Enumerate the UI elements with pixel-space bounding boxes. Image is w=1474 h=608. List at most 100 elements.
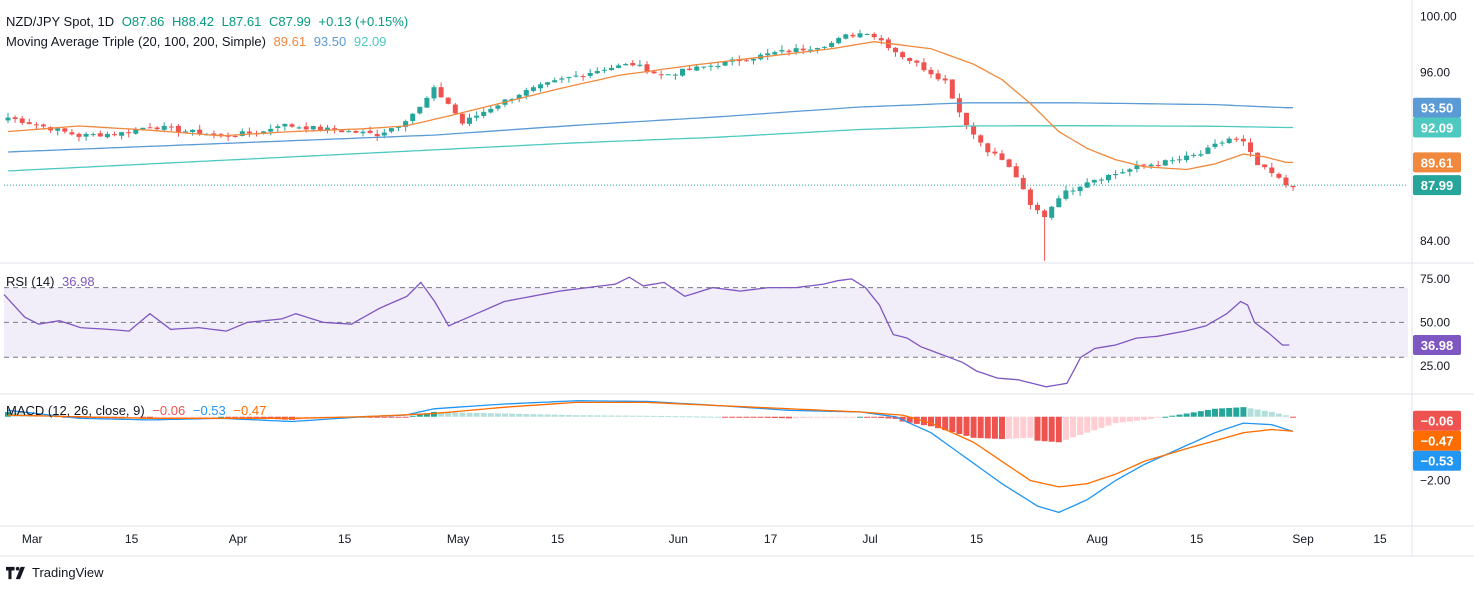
macd-histogram-bar: [793, 416, 800, 419]
candle-body: [573, 75, 579, 77]
macd-badge: −0.06: [1421, 414, 1454, 429]
macd-histogram-bar: [771, 416, 778, 419]
candle-body: [76, 133, 82, 137]
macd-histogram-bar: [729, 416, 736, 418]
candle-body: [1205, 147, 1211, 154]
macd-histogram-bar: [715, 416, 721, 418]
candle-body: [1098, 179, 1104, 181]
candle-body: [1141, 164, 1147, 166]
macd-histogram-bar: [445, 412, 452, 417]
price-axis-tick: 100.00: [1420, 9, 1457, 23]
macd-badge: −0.53: [1421, 454, 1454, 469]
macd-histogram-bar: [672, 416, 679, 418]
time-axis-tick: May: [447, 532, 470, 546]
macd-histogram-bar: [1048, 416, 1055, 442]
macd-histogram-bar: [523, 414, 530, 417]
macd-histogram-bar: [1290, 416, 1297, 418]
candle-body: [396, 126, 401, 128]
candle-body: [154, 127, 160, 130]
price-badge: 93.50: [1421, 101, 1454, 116]
candle-body: [1248, 142, 1253, 153]
candle-body: [1077, 186, 1083, 192]
macd-histogram-bar: [1020, 416, 1027, 439]
macd-histogram-bar: [594, 415, 601, 417]
candle-body: [1240, 138, 1246, 142]
candle-body: [1063, 190, 1069, 199]
candle-body: [1042, 210, 1048, 218]
time-axis-tick: Sep: [1292, 532, 1314, 546]
candle-body: [587, 73, 593, 76]
candle-body: [239, 131, 245, 136]
macd-histogram-group: [5, 407, 1297, 443]
macd-histogram-bar: [1183, 413, 1190, 417]
macd-histogram-bar: [196, 416, 203, 418]
macd-line-value: −0.53: [192, 403, 226, 418]
candle-body: [1070, 190, 1076, 192]
candle-body: [651, 71, 657, 74]
macd-histogram-bar: [800, 416, 807, 419]
candle-body: [69, 132, 75, 135]
macd-histogram-bar: [246, 416, 253, 419]
candle-body: [161, 125, 167, 130]
candle-body: [1091, 179, 1097, 183]
macd-histogram-bar: [530, 414, 537, 417]
ma200-value: 92.09: [353, 34, 387, 49]
candle-body: [218, 134, 224, 136]
macd-histogram-bar: [693, 416, 700, 418]
candle-body: [381, 132, 387, 136]
candle-body: [1269, 167, 1275, 174]
macd-histogram-bar: [857, 416, 863, 418]
candle-body: [1056, 198, 1062, 208]
macd-histogram-bar: [253, 416, 260, 419]
candle-body: [133, 129, 139, 134]
macd-histogram-bar: [218, 416, 224, 418]
macd-histogram-bar: [615, 415, 622, 417]
macd-histogram-bar: [1275, 413, 1282, 417]
macd-histogram-bar: [5, 411, 11, 417]
candle-body: [431, 87, 437, 99]
ma20-value: 89.61: [273, 34, 307, 49]
macd-histogram-bar: [1013, 416, 1020, 439]
macd-histogram-bar: [147, 416, 153, 419]
ma100-line: [7, 102, 1294, 153]
macd-histogram-bar: [182, 416, 189, 418]
time-axis-tick: Apr: [229, 532, 248, 546]
candle-body: [751, 58, 756, 61]
candle-body: [516, 94, 522, 99]
candle-body: [1198, 154, 1204, 156]
macd-histogram-bar: [1226, 407, 1233, 417]
candle-body: [126, 132, 132, 134]
candle-body: [971, 125, 977, 135]
macd-histogram-bar: [409, 415, 416, 417]
candle-body: [83, 133, 89, 137]
macd-histogram-bar: [878, 416, 885, 419]
candle-body: [1255, 152, 1261, 166]
candle-body: [488, 108, 494, 113]
macd-histogram-bar: [537, 414, 544, 417]
macd-histogram-bar: [700, 416, 707, 418]
candle-body: [1013, 166, 1019, 178]
candle-body: [474, 115, 480, 118]
candle-body: [417, 106, 423, 114]
macd-histogram-bar: [431, 411, 437, 417]
macd-histogram-bar: [842, 416, 849, 418]
candle-body: [594, 70, 600, 74]
candle-body: [232, 135, 238, 137]
candle-body: [1283, 177, 1289, 186]
candle-body: [119, 132, 125, 136]
macd-histogram-bar: [544, 414, 551, 417]
symbol-legend: NZD/JPY Spot, 1D O87.86 H88.42 L87.61 C8…: [6, 14, 412, 30]
macd-histogram-bar: [906, 416, 913, 423]
macd-histogram-bar: [608, 415, 615, 417]
candle-body: [843, 34, 849, 39]
candle-body: [637, 64, 643, 66]
time-axis-tick: 15: [1190, 532, 1204, 546]
macd-histogram-bar: [1027, 416, 1034, 438]
candle-body: [893, 47, 898, 53]
macd-histogram-bar: [239, 416, 246, 418]
macd-histogram-bar: [658, 415, 665, 417]
candle-body: [793, 48, 799, 53]
candle-body: [928, 69, 934, 75]
macd-histogram-bar: [757, 416, 764, 418]
